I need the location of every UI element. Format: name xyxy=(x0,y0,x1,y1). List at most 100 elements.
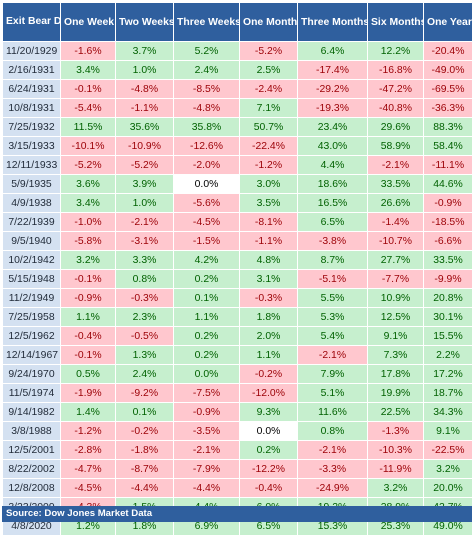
exit-date-cell: 8/22/2002 xyxy=(2,459,61,479)
return-cell: 0.0% xyxy=(173,174,240,194)
return-cell: 3.1% xyxy=(239,269,298,289)
table-row: 10/2/1942 3.2% 3.3% 4.2% 4.8% 8.7% 27.7% 33.5% xyxy=(2,250,473,270)
return-cell: -4.5% xyxy=(173,212,240,232)
return-cell: -1.2% xyxy=(60,421,116,441)
return-cell: 18.6% xyxy=(297,174,368,194)
column-header-exit-date: Exit Bear Date xyxy=(2,2,61,42)
return-cell: 3.6% xyxy=(60,174,116,194)
return-cell: 9.1% xyxy=(367,326,424,346)
return-cell: 0.2% xyxy=(173,326,240,346)
table-row: 9/14/1982 1.4% 0.1% -0.9% 9.3% 11.6% 22.5% 34.3… xyxy=(2,402,473,422)
table-row: 9/5/1940 -5.8% -3.1% -1.5% -1.1% -3.8% -10.7% -… xyxy=(2,231,473,251)
return-cell: 0.8% xyxy=(297,421,368,441)
return-cell: 0.2% xyxy=(173,345,240,365)
return-cell: -22.5% xyxy=(423,440,473,460)
exit-date-cell: 6/24/1931 xyxy=(2,79,61,99)
exit-date-cell: 7/25/1958 xyxy=(2,307,61,327)
return-cell: -1.8% xyxy=(115,440,174,460)
return-cell: 0.0% xyxy=(239,421,298,441)
return-cell: -22.4% xyxy=(239,136,298,156)
table-row: 6/24/1931 -0.1% -4.8% -8.5% -2.4% -29.2% -47.2… xyxy=(2,79,473,99)
return-cell: 19.9% xyxy=(367,383,424,403)
return-cell: -12.2% xyxy=(239,459,298,479)
return-cell: -11.9% xyxy=(367,459,424,479)
return-cell: -11.1% xyxy=(423,155,473,175)
exit-date-cell: 9/5/1940 xyxy=(2,231,61,251)
table-row: 2/16/1931 3.4% 1.0% 2.4% 2.5% -17.4% -16.8% -49… xyxy=(2,60,473,80)
return-cell: 29.6% xyxy=(367,117,424,137)
return-cell: 34.3% xyxy=(423,402,473,422)
return-cell: 1.1% xyxy=(239,345,298,365)
return-cell: -16.8% xyxy=(367,60,424,80)
return-cell: 3.0% xyxy=(239,174,298,194)
return-cell: -4.5% xyxy=(60,478,116,498)
exit-date-cell: 12/11/1933 xyxy=(2,155,61,175)
return-cell: -5.2% xyxy=(60,155,116,175)
return-cell: -2.0% xyxy=(173,155,240,175)
return-cell: -7.7% xyxy=(367,269,424,289)
return-cell: 1.1% xyxy=(173,307,240,327)
return-cell: 3.2% xyxy=(423,459,473,479)
return-cell: -18.5% xyxy=(423,212,473,232)
return-cell: -8.7% xyxy=(115,459,174,479)
return-cell: 35.8% xyxy=(173,117,240,137)
return-cell: 0.1% xyxy=(173,288,240,308)
return-cell: -1.5% xyxy=(173,231,240,251)
return-cell: 4.8% xyxy=(239,250,298,270)
exit-date-cell: 2/16/1931 xyxy=(2,60,61,80)
return-cell: 23.4% xyxy=(297,117,368,137)
return-cell: 3.4% xyxy=(60,193,116,213)
return-cell: -9.9% xyxy=(423,269,473,289)
return-cell: 3.5% xyxy=(239,193,298,213)
return-cell: 11.6% xyxy=(297,402,368,422)
table-row: 11/20/1929 -1.6% 3.7% 5.2% -5.2% 6.4% 12.2% -20… xyxy=(2,41,473,61)
source-note: Source: Dow Jones Market Data xyxy=(2,506,472,522)
return-cell: -3.8% xyxy=(297,231,368,251)
return-cell: 3.3% xyxy=(115,250,174,270)
table-row: 9/24/1970 0.5% 2.4% 0.0% -0.2% 7.9% 17.8% 17.2% xyxy=(2,364,473,384)
return-cell: -0.5% xyxy=(115,326,174,346)
return-cell: 3.2% xyxy=(367,478,424,498)
return-cell: -24.9% xyxy=(297,478,368,498)
return-cell: -2.1% xyxy=(297,345,368,365)
return-cell: 6.4% xyxy=(297,41,368,61)
return-cell: 1.0% xyxy=(115,193,174,213)
return-cell: 6.5% xyxy=(297,212,368,232)
table-row: 7/22/1939 -1.0% -2.1% -4.5% -8.1% 6.5% -1.4% -1… xyxy=(2,212,473,232)
table-row: 12/5/1962 -0.4% -0.5% 0.2% 2.0% 5.4% 9.1% 15.5% xyxy=(2,326,473,346)
return-cell: 1.4% xyxy=(60,402,116,422)
exit-date-cell: 10/2/1942 xyxy=(2,250,61,270)
return-cell: 16.5% xyxy=(297,193,368,213)
column-header-six-months: Six Months xyxy=(367,2,424,42)
table-body: 11/20/1929 -1.6% 3.7% 5.2% -5.2% 6.4% 12.2% -20… xyxy=(2,41,473,536)
exit-date-cell: 5/15/1948 xyxy=(2,269,61,289)
return-cell: -9.2% xyxy=(115,383,174,403)
return-cell: -4.8% xyxy=(173,98,240,118)
return-cell: 2.0% xyxy=(239,326,298,346)
return-cell: 0.2% xyxy=(173,269,240,289)
table-row: 7/25/1958 1.1% 2.3% 1.1% 1.8% 5.3% 12.5% 30.1% xyxy=(2,307,473,327)
column-header-one-week: One Week xyxy=(60,2,116,42)
exit-date-cell: 10/8/1931 xyxy=(2,98,61,118)
return-cell: -69.5% xyxy=(423,79,473,99)
return-cell: -49.0% xyxy=(423,60,473,80)
return-cell: -0.1% xyxy=(60,345,116,365)
return-cell: 43.0% xyxy=(297,136,368,156)
return-cell: 7.9% xyxy=(297,364,368,384)
return-cell: 4.2% xyxy=(173,250,240,270)
return-cell: -1.2% xyxy=(239,155,298,175)
return-cell: -1.0% xyxy=(60,212,116,232)
table-row: 11/5/1974 -1.9% -9.2% -7.5% -12.0% 5.1% 19.9% 1… xyxy=(2,383,473,403)
exit-date-cell: 11/20/1929 xyxy=(2,41,61,61)
exit-date-cell: 11/2/1949 xyxy=(2,288,61,308)
return-cell: 20.8% xyxy=(423,288,473,308)
return-cell: 3.2% xyxy=(60,250,116,270)
return-cell: -7.5% xyxy=(173,383,240,403)
return-cell: -5.8% xyxy=(60,231,116,251)
return-cell: 5.1% xyxy=(297,383,368,403)
return-cell: 5.2% xyxy=(173,41,240,61)
return-cell: -2.1% xyxy=(297,440,368,460)
table-row: 12/11/1933 -5.2% -5.2% -2.0% -1.2% 4.4% -2.1% -… xyxy=(2,155,473,175)
return-cell: 7.3% xyxy=(367,345,424,365)
return-cell: -8.1% xyxy=(239,212,298,232)
